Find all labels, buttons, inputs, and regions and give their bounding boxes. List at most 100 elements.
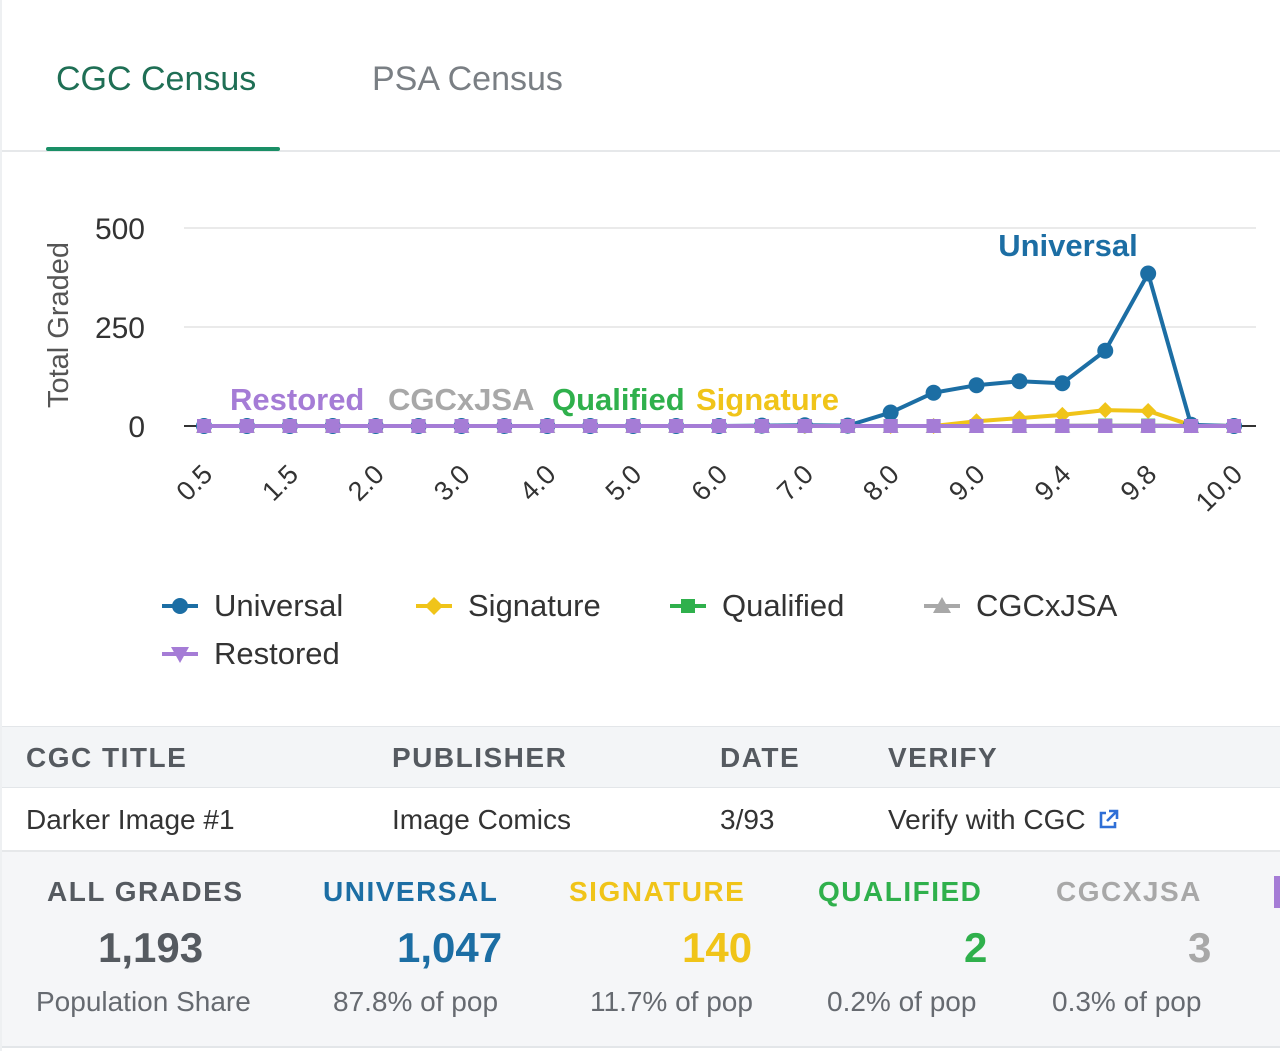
x-tick-label: 4.0: [514, 459, 562, 507]
data-point-restored: [282, 419, 297, 433]
data-point-signature: [1140, 402, 1157, 419]
x-tick-label: 3.0: [428, 459, 476, 507]
data-point-universal: [925, 384, 942, 401]
census-tabs: CGC Census PSA Census: [2, 0, 1280, 152]
data-point-restored: [583, 419, 598, 433]
triangle-down-marker-icon: [162, 647, 198, 663]
header-cgc-title: CGC TITLE: [26, 742, 188, 773]
data-point-universal: [882, 404, 899, 421]
data-point-restored: [540, 419, 555, 433]
data-point-restored: [1184, 419, 1199, 433]
data-point-restored: [1055, 419, 1070, 433]
comic-date: 3/93: [720, 804, 775, 835]
data-point-universal: [1097, 342, 1114, 359]
legend-item-qualified[interactable]: Qualified: [668, 588, 844, 624]
data-point-universal: [1054, 375, 1071, 392]
data-point-restored: [754, 419, 769, 433]
stat-sub-qualified: 0.2% of pop: [827, 986, 977, 1017]
series-annotation-restored: Restored: [230, 382, 364, 417]
active-tab-indicator: [46, 147, 280, 151]
data-point-restored: [1227, 419, 1241, 433]
data-point-restored: [1141, 419, 1156, 433]
external-link-icon: [1099, 809, 1118, 829]
data-point-restored: [411, 419, 426, 433]
chart-legend: Universal Signature Qualified CGCxJSA: [160, 580, 1160, 680]
data-point-restored: [840, 419, 855, 433]
info-table-header: CGC TITLE PUBLISHER DATE VERIFY: [2, 726, 1280, 788]
stat-label-cgcxjsa: CGCXJSA: [1056, 876, 1202, 907]
tab-psa-census[interactable]: PSA Census: [372, 60, 563, 98]
legend-item-cgcxjsa[interactable]: CGCxJSA: [922, 588, 1117, 624]
series-annotation-signature: Signature: [696, 382, 839, 417]
series-annotation-qualified: Qualified: [552, 382, 685, 417]
census-line-chart: 0 250 500 Total Graded 0.5 1.5 2.0 3.0 4.0 5.0 6.0…: [43, 213, 1256, 517]
data-point-restored: [797, 419, 812, 433]
x-tick-label: 10.0: [1190, 459, 1248, 517]
data-point-signature: [1054, 406, 1071, 423]
x-tick-label: 8.0: [857, 459, 905, 507]
data-point-restored: [969, 419, 984, 433]
series-annotation-universal: Universal: [998, 228, 1138, 263]
stat-label-universal: UNIVERSAL: [323, 876, 499, 907]
series-annotation-cgcxjsa: CGCxJSA: [388, 382, 534, 417]
y-tick-label: 250: [95, 312, 145, 345]
y-tick-label: 0: [128, 411, 145, 444]
data-point-restored: [626, 419, 641, 433]
population-stats: ALL GRADES 1,193 Population Share UNIVER…: [2, 852, 1280, 1048]
stat-sub-all-grades: Population Share: [36, 986, 251, 1017]
stat-value-qualified: 2: [964, 924, 988, 971]
stat-label-qualified: QUALIFIED: [818, 876, 983, 907]
data-point-restored: [197, 419, 211, 433]
x-tick-label: 7.0: [771, 459, 819, 507]
data-point-restored: [1098, 419, 1113, 433]
x-tick-label: 2.0: [342, 459, 390, 507]
x-tick-label: 0.5: [170, 459, 218, 507]
tab-cgc-census[interactable]: CGC Census: [56, 60, 257, 98]
info-table-row: Darker Image #1 Image Comics 3/93 Verify…: [2, 788, 1280, 852]
stat-label-all-grades: ALL GRADES: [47, 876, 244, 907]
triangle-marker-icon: [924, 597, 960, 613]
stat-label-signature: SIGNATURE: [569, 876, 746, 907]
data-point-restored: [712, 419, 726, 433]
legend-label: Restored: [214, 636, 340, 671]
legend-label: CGCxJSA: [976, 588, 1118, 623]
legend-item-signature[interactable]: Signature: [414, 588, 601, 624]
data-point-restored: [669, 419, 684, 433]
verify-link-label: Verify with CGC: [888, 804, 1086, 835]
x-tick-label: 9.8: [1115, 459, 1163, 507]
data-point-signature: [1097, 402, 1114, 419]
legend-item-universal[interactable]: Universal: [160, 588, 343, 624]
stat-sub-cgcxjsa: 0.3% of pop: [1052, 986, 1202, 1017]
x-tick-label: 6.0: [685, 459, 733, 507]
data-point-restored: [368, 419, 383, 433]
stat-value-signature: 140: [682, 924, 753, 971]
stat-sub-universal: 87.8% of pop: [333, 986, 499, 1017]
data-point-restored: [325, 419, 340, 433]
stat-value-cgcxjsa: 3: [1188, 924, 1212, 971]
legend-item-restored[interactable]: Restored: [160, 636, 340, 672]
stat-next-column-edge: [1274, 876, 1280, 908]
legend-label: Universal: [214, 588, 344, 623]
y-tick-label: 500: [95, 213, 145, 246]
comic-publisher: Image Comics: [392, 804, 571, 835]
verify-with-cgc-link[interactable]: Verify with CGC: [888, 804, 1120, 836]
square-marker-icon: [670, 599, 706, 613]
y-axis-title: Total Graded: [43, 242, 75, 408]
stat-value-universal: 1,047: [397, 924, 503, 971]
x-tick-label: 5.0: [600, 459, 648, 507]
stat-value-all-grades: 1,193: [98, 924, 204, 971]
data-point-universal: [968, 377, 985, 394]
data-point-universal: [1140, 265, 1157, 282]
header-publisher: PUBLISHER: [392, 742, 568, 773]
legend-label: Signature: [468, 588, 601, 623]
data-point-restored: [883, 419, 898, 433]
legend-label: Qualified: [722, 588, 845, 623]
data-point-restored: [926, 419, 941, 433]
comic-title: Darker Image #1: [26, 804, 235, 835]
data-point-restored: [239, 419, 254, 433]
header-date: DATE: [720, 742, 801, 773]
stat-sub-signature: 11.7% of pop: [590, 986, 753, 1017]
data-point-universal: [1011, 373, 1028, 390]
data-point-restored: [454, 419, 469, 433]
